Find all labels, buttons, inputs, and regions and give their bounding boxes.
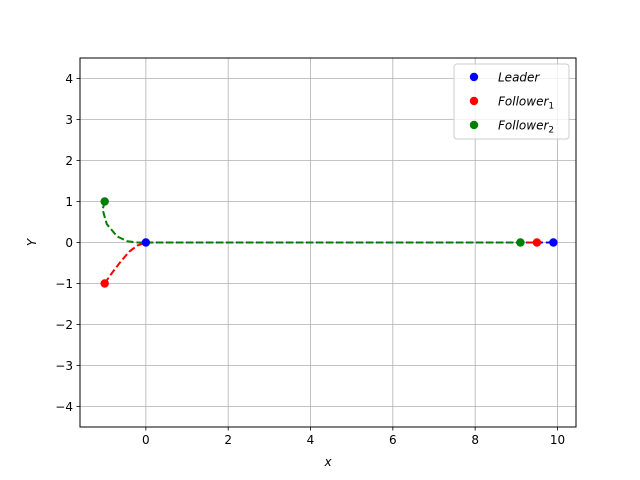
y-tick-label: −2 — [55, 318, 73, 332]
follower2-trajectory-line — [101, 201, 521, 244]
y-axis-title: Y — [25, 237, 39, 246]
follower1-legend-marker — [469, 96, 479, 106]
y-axis-ticks: −4 −3 −2 −1 0 1 2 3 4 — [55, 72, 80, 414]
leader-legend-marker — [469, 72, 479, 82]
leader-legend-label: Leader — [498, 71, 540, 85]
series-lines — [101, 201, 554, 285]
follower2-point-marker — [516, 238, 525, 247]
leader-point-marker — [549, 238, 558, 247]
leader-point-marker — [141, 238, 151, 247]
y-tick-label: −4 — [55, 400, 73, 414]
y-tick-label: 3 — [65, 113, 73, 127]
x-tick-label: 8 — [471, 433, 479, 447]
follower1-point-marker — [532, 238, 542, 247]
y-tick-label: −1 — [55, 277, 73, 291]
follower2-point-marker — [100, 197, 109, 206]
follower1-point-marker — [100, 279, 109, 288]
follower2-legend-marker — [469, 120, 479, 130]
x-axis-ticks: 0 2 4 6 8 10 — [142, 427, 565, 447]
follower1-legend-subscript: 1 — [548, 102, 554, 112]
x-tick-label: 0 — [142, 433, 150, 447]
y-tick-label: 1 — [65, 195, 73, 209]
y-tick-label: 4 — [65, 72, 73, 86]
y-tick-label: 0 — [65, 236, 73, 250]
follower1-trajectory-line — [103, 241, 537, 285]
x-tick-label: 2 — [224, 433, 232, 447]
follower1-legend-label: Follower1 — [498, 95, 554, 112]
x-tick-label: 6 — [389, 433, 397, 447]
x-tick-label: 10 — [550, 433, 565, 447]
series-markers — [100, 197, 558, 288]
legend: Leader Follower1 Follower2 — [453, 63, 570, 140]
y-tick-label: 2 — [65, 154, 73, 168]
y-tick-label: −3 — [55, 359, 73, 373]
x-axis-title: x — [323, 455, 332, 469]
x-tick-label: 4 — [307, 433, 315, 447]
legend-box — [453, 63, 570, 140]
follower2-legend-label: Follower2 — [498, 119, 554, 136]
follower2-legend-subscript: 2 — [548, 126, 554, 136]
